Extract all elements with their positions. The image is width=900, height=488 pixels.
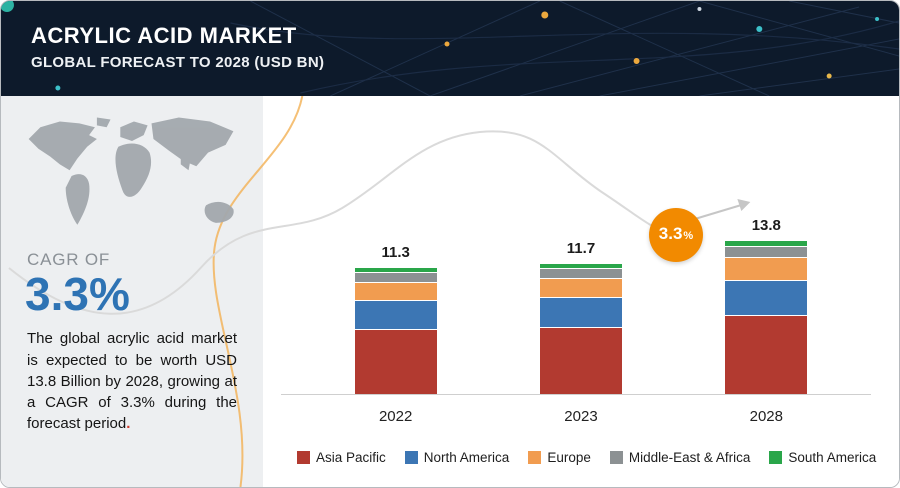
market-description-text: The global acrylic acid market is expect… <box>27 330 237 433</box>
bar-total-label: 13.8 <box>751 216 781 234</box>
segment-north-america <box>539 297 622 328</box>
sidebar: CAGR OF 3.3% The global acrylic acid mar… <box>1 96 263 435</box>
segment-europe <box>725 258 808 280</box>
bar-stack <box>725 240 808 394</box>
chart-area: 3.3% 11.3 11.7 13.8 2022 2023 2028 Asia Paci… <box>263 96 899 487</box>
legend-swatch-asia-pacific <box>297 451 310 464</box>
cagr-label: CAGR OF <box>27 250 111 269</box>
x-axis-labels: 2022 2023 2028 <box>303 408 859 425</box>
world-map <box>28 117 234 225</box>
bar-total-label: 11.3 <box>381 244 410 262</box>
segment-north-america <box>354 301 437 330</box>
segment-asia-pacific <box>354 330 437 394</box>
segment-middle-east-africa <box>539 268 622 278</box>
bar-column-2022: 11.3 <box>354 244 437 394</box>
legend: Asia Pacific North America Europe Middle-Ea… <box>297 450 893 465</box>
legend-item-middle-east-africa: Middle-East & Africa <box>609 450 751 465</box>
legend-item-south-america: South America <box>769 450 876 465</box>
year-label-2023: 2023 <box>564 408 598 425</box>
segment-north-america <box>725 280 808 316</box>
legend-swatch-europe <box>528 451 542 464</box>
legend-swatch-south-america <box>769 451 783 464</box>
bar-column-2023: 11.7 <box>539 239 622 394</box>
legend-label: Middle-East & Africa <box>628 450 751 465</box>
segment-middle-east-africa <box>354 273 437 282</box>
bar-stack <box>539 263 622 394</box>
legend-swatch-middle-east-africa <box>609 451 623 464</box>
page-title: ACRYLIC ACID MARKET <box>31 23 297 48</box>
page-subtitle: GLOBAL FORECAST TO 2028 (USD BN) <box>31 54 325 71</box>
market-description: The global acrylic acid market is expect… <box>27 328 237 434</box>
network-decoration <box>1 1 899 96</box>
bar-column-2028: 13.8 <box>725 216 808 394</box>
year-label-2022: 2022 <box>378 408 413 425</box>
cagr-badge-value: 3.3 <box>658 224 683 243</box>
segment-asia-pacific <box>539 328 622 394</box>
cagr-badge-unit: % <box>683 230 694 242</box>
header: ACRYLIC ACID MARKET GLOBAL FORECAST TO 2… <box>1 1 899 96</box>
legend-item-asia-pacific: Asia Pacific <box>297 450 386 465</box>
cagr-badge: 3.3% <box>649 208 703 262</box>
segment-south-america <box>354 268 437 273</box>
stacked-bars: 11.3 11.7 13.8 <box>303 217 859 394</box>
legend-item-europe: Europe <box>528 450 591 465</box>
body: CAGR OF 3.3% The global acrylic acid mar… <box>1 96 899 487</box>
x-axis <box>281 394 871 395</box>
legend-swatch-north-america <box>404 451 418 464</box>
segment-south-america <box>539 263 622 268</box>
bar-total-label: 11.7 <box>566 239 596 257</box>
legend-label: Asia Pacific <box>316 450 386 465</box>
legend-item-north-america: North America <box>404 450 510 465</box>
segment-europe <box>539 278 622 297</box>
market-description-period: . <box>126 415 131 433</box>
segment-middle-east-africa <box>725 247 808 258</box>
segment-europe <box>354 282 437 301</box>
segment-south-america <box>725 240 808 247</box>
bar-stack <box>354 268 437 394</box>
cagr-value: 3.3% <box>25 268 130 320</box>
year-label-2028: 2028 <box>749 408 783 425</box>
legend-label: Europe <box>547 450 591 465</box>
legend-label: South America <box>788 450 877 465</box>
segment-asia-pacific <box>725 316 808 394</box>
legend-label: North America <box>423 450 510 465</box>
